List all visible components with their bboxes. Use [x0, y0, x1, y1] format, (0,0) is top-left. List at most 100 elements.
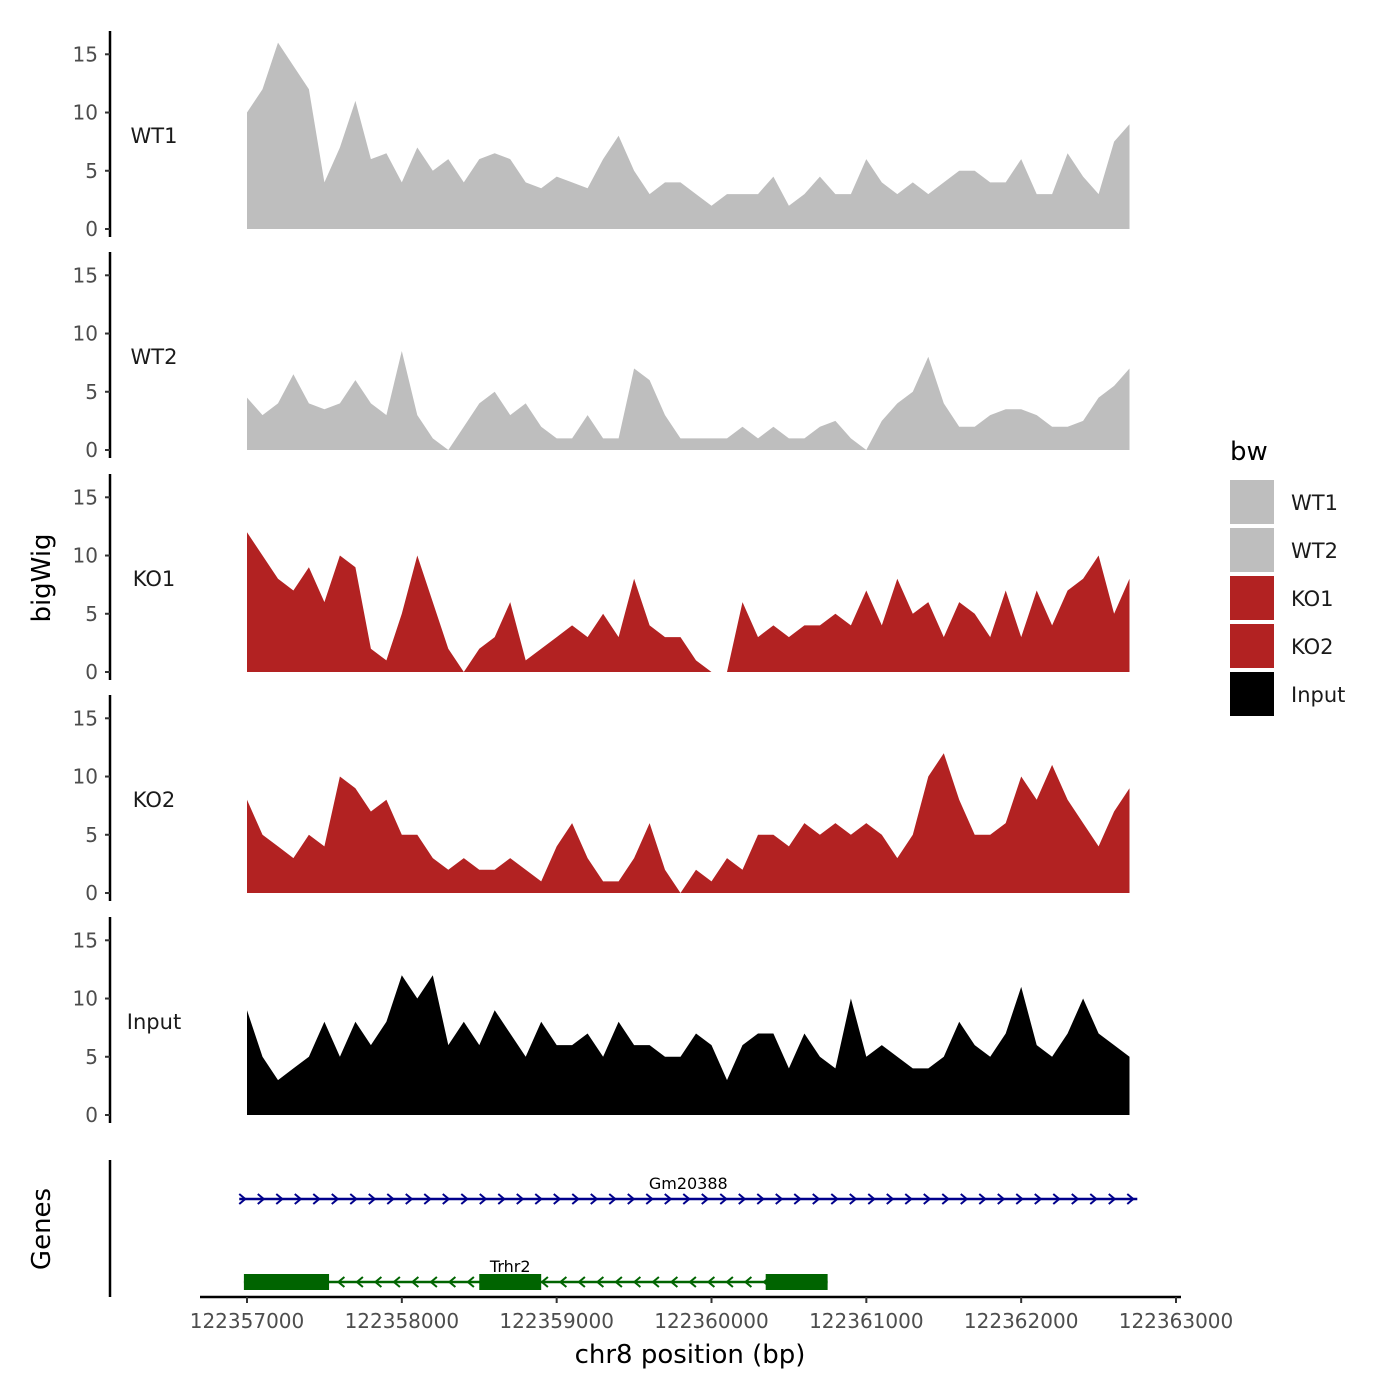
strand-chevron	[540, 1276, 549, 1288]
y-tick-label: 0	[85, 438, 98, 462]
strand-chevron	[706, 1276, 716, 1288]
y-tick-label: 0	[85, 660, 98, 684]
strand-chevron	[614, 1276, 623, 1288]
strand-chevron	[553, 1193, 562, 1205]
x-tick-label: 122357000	[190, 1309, 305, 1333]
strand-chevron	[405, 1193, 414, 1205]
strand-chevron	[1071, 1193, 1080, 1205]
strand-chevron	[349, 1193, 358, 1205]
track-input: 0 5 10 15 Input	[73, 917, 1130, 1127]
strand-chevron	[1126, 1193, 1135, 1205]
y-tick-label: 5	[85, 159, 98, 183]
track-wt1: 0 5 10 15 WT1	[73, 31, 1130, 241]
exon	[243, 1274, 330, 1290]
strand-chevron	[669, 1276, 679, 1288]
y-tick-label: 15	[73, 42, 98, 66]
x-axis-title: chr8 position (bp)	[575, 1340, 806, 1370]
legend-key	[1230, 672, 1274, 716]
strand-chevron	[682, 1193, 691, 1205]
legend-label: WT2	[1291, 539, 1338, 563]
track-label-input: Input	[127, 1010, 181, 1034]
strand-chevron	[886, 1193, 895, 1205]
legend-title: bw	[1230, 437, 1268, 467]
strand-chevron	[719, 1193, 728, 1205]
area-wt2	[247, 351, 1130, 450]
area-ko1	[247, 532, 1130, 672]
strand-chevron	[516, 1193, 525, 1205]
track-label-wt1: WT1	[131, 124, 178, 148]
legend-item-ko1: KO1	[1230, 576, 1334, 620]
strand-chevron	[1052, 1193, 1061, 1205]
y-tick-label: 10	[73, 544, 98, 568]
strand-chevron	[743, 1276, 753, 1288]
strand-chevron	[701, 1193, 710, 1205]
y-tick-label: 5	[85, 380, 98, 404]
strand-chevron	[331, 1193, 340, 1205]
legend-label: Input	[1291, 683, 1345, 707]
strand-chevron	[775, 1193, 784, 1205]
x-tick-label: 122361000	[809, 1309, 924, 1333]
signal-tracks: 0 5 10 15 WT1 0 5 10 15 WT2 0 5 10 15 KO1 0 5 10 15 KO2 0 5 10…	[73, 31, 1130, 1127]
strand-chevron	[479, 1193, 488, 1205]
legend-key	[1230, 528, 1274, 572]
y-tick-label: 10	[73, 101, 98, 125]
y-tick-label: 5	[85, 602, 98, 626]
area-wt1	[247, 42, 1130, 229]
y-tick-label: 5	[85, 823, 98, 847]
legend-item-wt2: WT2	[1230, 528, 1338, 572]
strand-chevron	[978, 1193, 987, 1205]
gene-label: Gm20388	[649, 1174, 728, 1193]
y-tick-label: 5	[85, 1045, 98, 1069]
legend-item-input: Input	[1230, 672, 1345, 716]
strand-chevron	[423, 1193, 432, 1205]
gene-label: Trhr2	[489, 1257, 531, 1276]
strand-chevron	[355, 1276, 364, 1288]
y-tick-label: 0	[85, 217, 98, 241]
strand-chevron	[466, 1276, 475, 1288]
strand-chevron	[238, 1193, 247, 1205]
strand-chevron	[688, 1276, 697, 1288]
strand-chevron	[368, 1193, 377, 1205]
gene-track-title: Genes	[27, 1188, 57, 1270]
strand-chevron	[460, 1193, 469, 1205]
strand-chevron	[497, 1193, 506, 1205]
strand-chevron	[392, 1276, 401, 1288]
track-ko1: 0 5 10 15 KO1	[73, 474, 1130, 684]
y-tick-label: 15	[73, 485, 98, 509]
track-label-ko1: KO1	[133, 567, 176, 591]
strand-chevron	[608, 1193, 617, 1205]
strand-chevron	[534, 1193, 543, 1205]
exon	[765, 1274, 828, 1290]
strand-chevron	[1108, 1193, 1117, 1205]
gene-gm20388: Gm20388	[238, 1174, 1138, 1205]
track-label-ko2: KO2	[133, 788, 176, 812]
strand-chevron	[386, 1193, 395, 1205]
strand-chevron	[632, 1276, 642, 1288]
y-tick-label: 15	[73, 928, 98, 952]
strand-chevron	[1089, 1193, 1098, 1205]
x-axis: 122357000 122358000 122359000 122360000 1223…	[190, 1295, 1233, 1333]
strand-chevron	[645, 1193, 654, 1205]
legend-label: WT1	[1291, 491, 1338, 515]
legend-key	[1230, 480, 1274, 524]
legend-item-wt1: WT1	[1230, 480, 1338, 524]
strand-chevron	[429, 1276, 438, 1288]
exon	[479, 1274, 542, 1290]
strand-chevron	[627, 1193, 636, 1205]
legend-label: KO1	[1291, 587, 1334, 611]
strand-chevron	[275, 1193, 284, 1205]
y-tick-label: 0	[85, 881, 98, 905]
track-ko2: 0 5 10 15 KO2	[73, 695, 1130, 905]
strand-chevron	[590, 1193, 599, 1205]
y-tick-label: 10	[73, 322, 98, 346]
strand-chevron	[793, 1193, 802, 1205]
x-tick-label: 122362000	[964, 1309, 1079, 1333]
strand-chevron	[312, 1193, 321, 1205]
strand-chevron	[997, 1193, 1006, 1205]
strand-chevron	[738, 1193, 747, 1205]
strand-chevron	[595, 1276, 605, 1288]
strand-chevron	[725, 1276, 734, 1288]
strand-chevron	[257, 1193, 266, 1205]
strand-chevron	[571, 1193, 580, 1205]
